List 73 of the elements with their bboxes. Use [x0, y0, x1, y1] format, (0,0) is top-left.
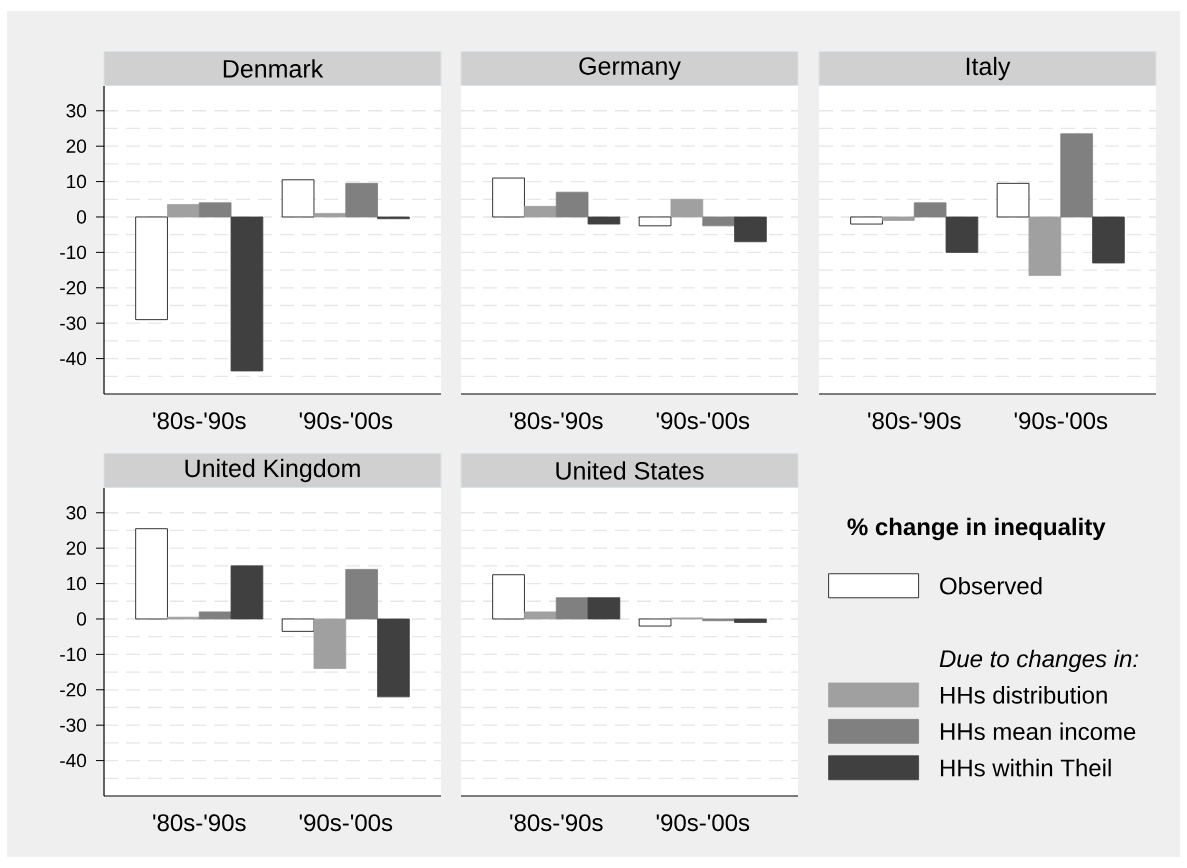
legend-title: % change in inequality: [847, 517, 1106, 541]
legend-label: Observed: [940, 576, 1042, 595]
bar: [670, 198, 704, 218]
y-tick-label: 0: [76, 210, 87, 224]
bar: [345, 182, 378, 218]
bar: [198, 611, 232, 620]
bar: [313, 213, 347, 218]
bar: [882, 216, 915, 221]
bar: [281, 179, 315, 218]
bar: [230, 565, 264, 620]
chart-title: Germany: [579, 57, 681, 80]
x-tick-label: '80s-'90s: [868, 412, 961, 430]
y-tick-label: -20: [60, 281, 87, 295]
x-tick-label: '90s-'00s: [656, 412, 750, 430]
bar: [230, 216, 264, 372]
y-tick-label: -30: [60, 316, 87, 330]
y-tick-label: 30: [66, 104, 87, 118]
bar: [492, 574, 525, 620]
y-tick-label: -40: [60, 351, 87, 366]
chart-title: United Kingdom: [185, 458, 360, 483]
y-tick-label: -20: [60, 683, 87, 697]
bar: [198, 202, 232, 218]
bar: [1092, 216, 1125, 264]
bar: [734, 216, 767, 243]
y-tick-label: -10: [60, 647, 87, 662]
bar: [850, 216, 883, 225]
x-tick-label: '80s-'90s: [510, 814, 603, 832]
x-tick-label: '80s-'90s: [510, 412, 603, 430]
chart-title: Italy: [966, 56, 1011, 81]
bar: [524, 611, 557, 620]
x-tick-label: '90s-'00s: [656, 814, 750, 832]
bar: [734, 618, 767, 623]
bar: [524, 205, 557, 218]
bar: [135, 528, 168, 620]
bar: [702, 216, 735, 227]
y-tick-label: 0: [76, 612, 87, 626]
x-tick-label: '90s-'00s: [299, 412, 393, 430]
legend-label: HHs within Theil: [940, 758, 1111, 777]
y-tick-label: -30: [60, 718, 87, 732]
bar: [945, 216, 979, 253]
x-tick-label: '90s-'00s: [299, 814, 393, 832]
bar: [638, 618, 672, 627]
legend-label: HHs mean income: [940, 722, 1136, 741]
bar: [996, 182, 1030, 218]
bar: [555, 597, 589, 620]
bar: [1060, 133, 1093, 218]
y-tick-label: -10: [60, 245, 87, 260]
bar: [345, 569, 378, 620]
text: Due to changes in:: [939, 649, 1139, 673]
bar: [167, 204, 200, 218]
bar: [638, 216, 672, 227]
bar: [587, 597, 621, 620]
bar: [913, 202, 947, 218]
y-tick-label: 10: [67, 576, 87, 591]
bar: [587, 216, 621, 225]
chart-title: Denmark: [223, 59, 324, 78]
bar: [135, 216, 168, 321]
bar: [377, 618, 410, 698]
bar: [555, 191, 589, 218]
x-tick-label: '90s-'00s: [1014, 412, 1108, 430]
bar: [492, 177, 525, 218]
y-tick-label: 10: [67, 174, 87, 189]
bar: [313, 618, 347, 669]
y-tick-label: 30: [66, 506, 87, 520]
chart-title: United States: [556, 461, 704, 480]
x-tick-label: '80s-'90s: [153, 412, 246, 430]
bar: [1028, 216, 1062, 276]
x-tick-label: '80s-'90s: [153, 814, 246, 832]
bar: [281, 618, 315, 632]
y-tick-label: 20: [66, 541, 87, 555]
y-tick-label: -40: [60, 753, 87, 768]
y-tick-label: 20: [66, 139, 87, 153]
legend-label: HHs distribution: [940, 686, 1107, 704]
